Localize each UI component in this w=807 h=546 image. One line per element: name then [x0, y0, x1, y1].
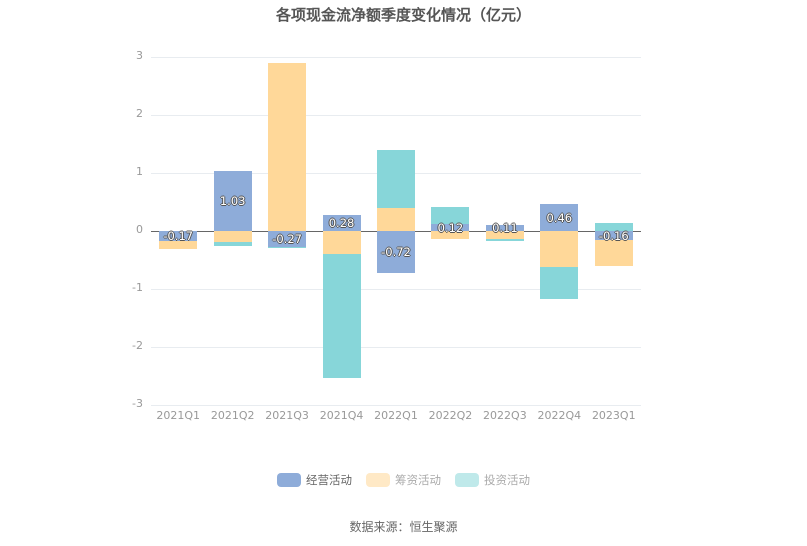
bar-group-2021Q4[interactable]: 0.28	[322, 0, 361, 440]
legend-item-financing[interactable]: 筹资活动	[366, 472, 441, 488]
bar-segment-investing[interactable]	[594, 223, 633, 231]
bar-segment-financing[interactable]	[159, 240, 198, 249]
x-tick-label: 2021Q4	[319, 409, 364, 422]
bar-segment-operating[interactable]	[485, 224, 524, 231]
data-source: 数据来源：恒生聚源	[349, 520, 458, 534]
legend-item-operating[interactable]: 经营活动	[277, 472, 352, 488]
data-label: 1.03	[219, 194, 246, 209]
bar-group-2022Q4[interactable]: 0.46	[540, 0, 579, 440]
bar-group-2022Q2[interactable]: 0.12	[431, 0, 470, 440]
x-tick-label: 2022Q1	[374, 409, 418, 422]
bar-segment-investing[interactable]	[377, 149, 415, 208]
bar-group-2021Q3[interactable]: -0.27	[268, 0, 307, 440]
bar-group-2021Q1[interactable]: -0.17	[159, 0, 198, 440]
legend-label: 筹资活动	[395, 473, 441, 487]
bar-segment-investing[interactable]	[431, 206, 470, 225]
bar-segment-financing[interactable]	[431, 231, 470, 239]
bar-segment-operating[interactable]	[322, 214, 361, 231]
bar-segment-operating[interactable]	[431, 224, 470, 231]
legend-swatch-financing	[366, 473, 390, 487]
bar-segment-financing[interactable]	[594, 240, 633, 266]
y-tick-label: 1	[136, 165, 143, 178]
legend-swatch-investing	[455, 473, 479, 487]
data-label: -0.16	[598, 228, 629, 243]
x-tick-label: 2021Q3	[265, 409, 309, 422]
bar-segment-operating[interactable]	[540, 204, 579, 231]
data-label: 0.12	[437, 220, 464, 235]
plot-area: 3 2 1 0 -1 -2 -3 -0.17 2021Q1 1.03 2021Q2 -0.27 2021…	[132, 0, 641, 440]
bar-segment-financing[interactable]	[268, 63, 307, 231]
x-tick-label: 2022Q2	[428, 409, 473, 422]
bar-segment-operating[interactable]	[213, 171, 252, 231]
bar-segment-investing[interactable]	[268, 246, 307, 248]
bar-segment-financing[interactable]	[540, 231, 579, 267]
bar-group-2022Q1[interactable]: -0.72	[377, 0, 415, 440]
data-label: 0.11	[492, 220, 518, 235]
x-tick-label: 2023Q1	[591, 409, 636, 422]
legend-label: 经营活动	[306, 473, 352, 487]
y-tick-label: 3	[136, 49, 143, 62]
bar-segment-investing[interactable]	[322, 253, 361, 379]
data-label: 0.46	[546, 210, 573, 225]
bar-segment-financing[interactable]	[322, 231, 361, 254]
gridline	[151, 57, 641, 58]
y-tick-label: -3	[132, 397, 143, 410]
x-tick-label: 2021Q2	[210, 409, 255, 422]
gridline	[151, 289, 641, 290]
gridline	[151, 115, 641, 116]
x-tick-label: 2021Q1	[156, 409, 201, 422]
bar-segment-financing[interactable]	[377, 207, 415, 231]
data-label: -0.27	[272, 231, 302, 246]
bar-segment-operating[interactable]	[268, 231, 307, 247]
data-label: -0.17	[163, 228, 194, 243]
gridline	[151, 347, 641, 348]
y-tick-label: -2	[132, 339, 143, 352]
bar-group-2021Q2[interactable]: 1.03	[213, 0, 252, 440]
bar-segment-financing[interactable]	[213, 231, 252, 243]
bar-segment-investing[interactable]	[213, 242, 252, 247]
chart-title: 各项现金流净额季度变化情况（亿元）	[275, 6, 531, 24]
data-label: 0.28	[328, 215, 355, 230]
bar-segment-operating[interactable]	[594, 231, 633, 241]
bar-segment-investing[interactable]	[485, 238, 524, 241]
x-tick-label: 2022Q4	[537, 409, 582, 422]
bar-segment-operating[interactable]	[159, 231, 198, 241]
data-label: -0.72	[381, 244, 411, 259]
y-tick-label: 0	[136, 223, 143, 236]
legend-label: 投资活动	[484, 473, 530, 487]
bar-group-2022Q3[interactable]: 0.11	[485, 0, 524, 440]
bar-group-2023Q1[interactable]: -0.16	[594, 0, 633, 440]
bar-segment-operating[interactable]	[377, 231, 415, 273]
y-tick-label: -1	[132, 281, 143, 294]
bar-segment-financing[interactable]	[485, 231, 524, 239]
bar-segment-investing[interactable]	[540, 266, 579, 299]
gridline	[151, 405, 641, 406]
legend: 经营活动 筹资活动 投资活动	[0, 472, 807, 488]
x-tick-label: 2022Q3	[483, 409, 527, 422]
y-tick-label: 2	[136, 107, 143, 120]
legend-item-investing[interactable]: 投资活动	[455, 472, 530, 488]
legend-swatch-operating	[277, 473, 301, 487]
